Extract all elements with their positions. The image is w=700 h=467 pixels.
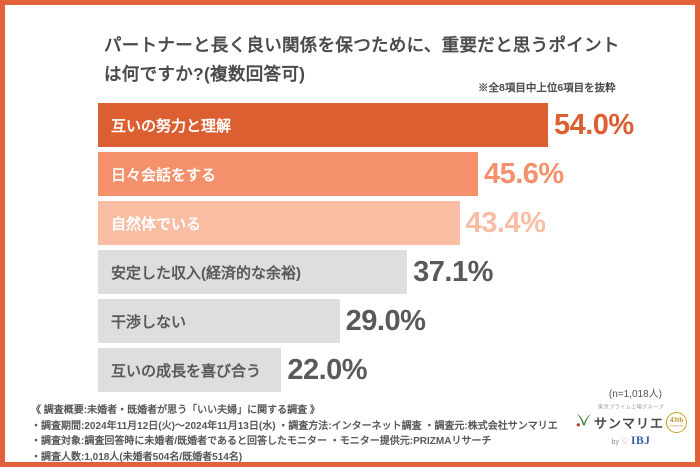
anniversary-badge: 43th anniversary <box>666 412 688 433</box>
sunmarie-logo: 東京プライム上場グループ サンマリエ 43th anniversary by ♡… <box>576 402 688 447</box>
bar: 日々会話をする <box>98 152 478 196</box>
bar-row: 互いの努力と理解 54.0% <box>98 103 634 147</box>
bar-category-label: 干渉しない <box>111 313 187 331</box>
chart-title-line1: パートナーと長く良い関係を保つために、重要だと思うポイント <box>104 35 620 55</box>
bar-value-label: 43.4% <box>465 206 546 239</box>
bar-value-label: 29.0% <box>345 304 426 337</box>
bar-category-label: 互いの成長を喜び合う <box>111 362 262 380</box>
bar-row: 安定した収入(経済的な余裕) 37.1% <box>98 250 634 294</box>
bar: 互いの成長を喜び合う <box>98 348 282 392</box>
bar: 自然体でいる <box>98 201 460 245</box>
leaf-v-icon <box>575 413 592 433</box>
survey-overview-line: 《 調査概要:未婚者・既婚者が思う「いい夫婦」に関する調査 》 <box>31 405 320 416</box>
chart-title: パートナーと長く良い関係を保つために、重要だと思うポイント は何ですか?(複数回… <box>104 31 620 89</box>
chart-title-line2: は何ですか?(複数回答可) <box>104 64 306 84</box>
survey-period-line: ・調査期間:2024年11月12日(火)〜2024年11月13日(水) ・調査方… <box>31 420 558 432</box>
sample-size-label: (n=1,018人) <box>608 389 662 400</box>
survey-overview: 《 調査概要:未婚者・既婚者が思う「いい夫婦」に関する調査 》 ・調査期間:20… <box>31 403 558 463</box>
bar-category-label: 安定した収入(経済的な余裕) <box>111 264 301 282</box>
bar-row: 自然体でいる 43.4% <box>98 201 634 245</box>
bar: 互いの努力と理解 <box>98 103 548 147</box>
bar-category-label: 日々会話をする <box>111 166 217 184</box>
brand-name: サンマリエ <box>594 416 665 431</box>
bar-row: 互いの成長を喜び合う 22.0% <box>98 348 634 392</box>
bar-value-label: 37.1% <box>413 255 493 288</box>
survey-count-line: ・調査人数:1,018人(未婚者504名/既婚者514名) <box>31 451 243 463</box>
chart-note: ※全8項目中上位6項目を抜粋 <box>478 82 616 94</box>
anniversary-badge-text: anniversary <box>669 424 684 428</box>
bar-chart: 互いの努力と理解 54.0% 日々会話をする 45.6% 自然体でいる 43.4% 安定した… <box>98 103 634 397</box>
bar-value-label: 54.0% <box>553 108 634 141</box>
bar-category-label: 互いの努力と理解 <box>111 117 232 135</box>
bar-value-label: 22.0% <box>287 353 368 386</box>
bar-category-label: 自然体でいる <box>111 215 202 233</box>
ibj-label: IBJ <box>631 435 651 447</box>
by-label: by <box>611 439 619 446</box>
bar: 安定した収入(経済的な余裕) <box>98 250 408 294</box>
anniversary-badge-number: 43th <box>669 416 684 424</box>
ibj-heart-icon: ♡ <box>620 436 630 446</box>
bar: 干渉しない <box>98 299 340 343</box>
logo-group-label: 東京プライム上場グループ <box>598 405 664 411</box>
survey-target-line: ・調査対象:調査回答時に未婚者/既婚者であると回答したモニター ・モニター提供元… <box>31 436 492 447</box>
bar-row: 干渉しない 29.0% <box>98 299 634 343</box>
bar-row: 日々会話をする 45.6% <box>98 152 634 196</box>
bar-value-label: 45.6% <box>483 157 564 190</box>
